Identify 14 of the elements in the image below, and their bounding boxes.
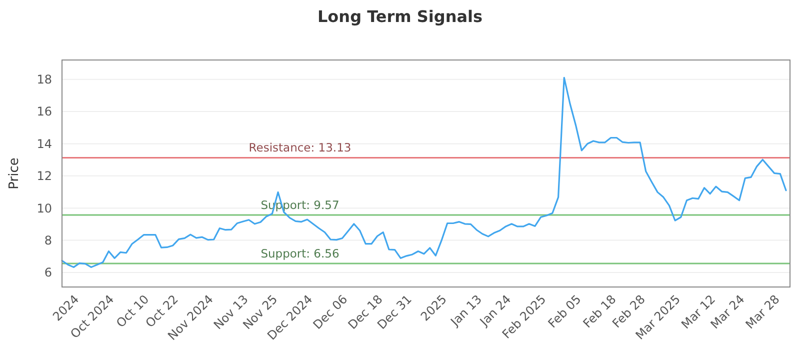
y-tick-label: 12: [36, 169, 52, 184]
y-tick-label: 8: [44, 234, 52, 248]
y-tick-label: 10: [36, 201, 52, 216]
y-tick-label: 6: [44, 266, 52, 280]
ref-line-label: Resistance: 13.13: [248, 140, 352, 155]
y-tick-label: 14: [36, 136, 52, 151]
y-tick-label: 16: [36, 104, 52, 119]
y-axis-title: Price: [7, 158, 22, 190]
x-tick-label: Feb 05: [545, 292, 584, 331]
x-tick-label: Mar 28: [742, 292, 782, 332]
chart-title: Long Term Signals: [317, 7, 483, 26]
ref-line-label: Support: 6.56: [260, 246, 340, 260]
y-tick-label: 18: [36, 72, 52, 87]
line-series: [61, 76, 787, 268]
